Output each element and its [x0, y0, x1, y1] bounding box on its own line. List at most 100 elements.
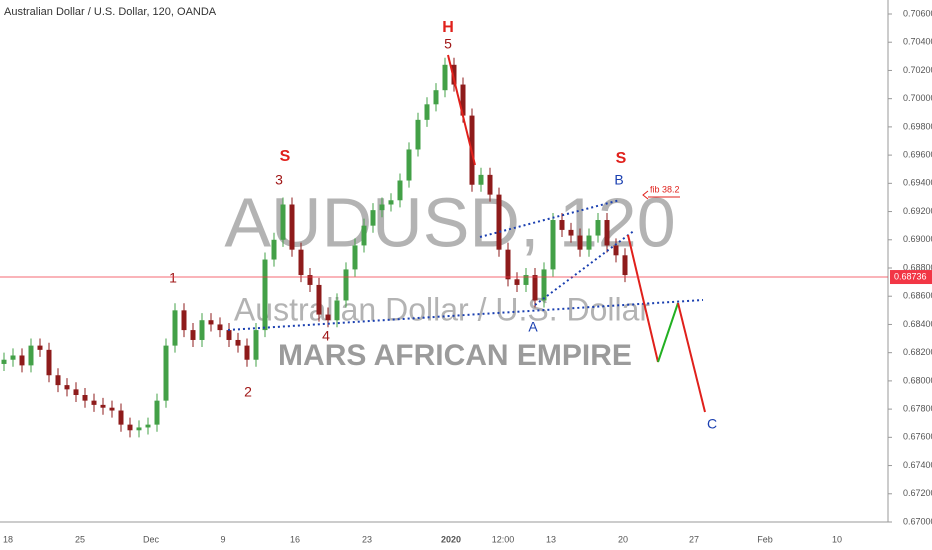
candle-body	[1, 359, 7, 364]
candle-body	[505, 249, 511, 280]
candle-body	[37, 345, 43, 350]
candle-body	[478, 174, 484, 185]
candle-body	[10, 355, 16, 360]
x-tick-label: Feb	[757, 534, 773, 544]
candle-body	[118, 410, 124, 425]
watermark-description: Australian Dollar / U.S. Dollar	[234, 291, 650, 327]
candle-body	[334, 300, 340, 321]
candle-body	[172, 310, 178, 346]
candle-body	[280, 204, 286, 240]
candle-body	[397, 180, 403, 201]
watermark-brand: MARS AFRICAN EMPIRE	[278, 339, 632, 372]
chart-title: Australian Dollar / U.S. Dollar, 120, OA…	[4, 6, 217, 18]
last-price-box	[890, 270, 932, 285]
x-tick-label: 16	[290, 534, 300, 544]
candle-body	[199, 320, 205, 340]
candle-body	[532, 275, 538, 301]
candle-body	[496, 194, 502, 250]
candle-body	[55, 375, 61, 386]
candle-body	[433, 90, 439, 105]
candle-body	[217, 324, 223, 331]
x-tick-label: 9	[220, 534, 225, 544]
candle-body	[91, 400, 97, 405]
candle-body	[379, 204, 385, 211]
candle-body	[163, 345, 169, 401]
candle-body	[370, 210, 376, 226]
x-tick-label: 13	[546, 534, 556, 544]
candle-body	[82, 395, 88, 401]
projection-line	[627, 234, 659, 363]
candle-body	[145, 424, 151, 428]
candle-body	[406, 149, 412, 181]
trendline	[534, 229, 636, 306]
wave-label: C	[707, 416, 717, 432]
candle-body	[253, 330, 259, 360]
candle-body	[487, 174, 493, 195]
candle-body	[271, 239, 277, 260]
candle-body	[550, 220, 556, 270]
candle-body	[19, 355, 25, 366]
wave-label: 5	[444, 36, 452, 52]
wave-label: 4	[322, 328, 330, 344]
candle-body	[109, 407, 115, 411]
candle-body	[595, 220, 601, 236]
last-price-label: 0.68736	[894, 271, 927, 281]
candle-body	[361, 225, 367, 246]
candle-body	[559, 220, 565, 230]
pattern-label: S	[616, 150, 627, 167]
candle-body	[523, 275, 529, 285]
wave-label: A	[528, 319, 538, 335]
candle-body	[604, 220, 610, 246]
candle-body	[460, 84, 466, 116]
candle-body	[190, 330, 196, 340]
drawings	[227, 54, 706, 413]
candle-body	[424, 104, 430, 120]
candle-body	[622, 255, 628, 276]
candle-body	[244, 345, 250, 360]
candle-body	[568, 229, 574, 236]
trendline	[479, 199, 621, 238]
candle-body	[613, 245, 619, 256]
candle-body	[298, 249, 304, 276]
candle-body	[208, 320, 214, 325]
x-tick-label: 10	[832, 534, 842, 544]
candle-body	[73, 389, 79, 395]
candle-body	[514, 279, 520, 285]
projection-line	[677, 302, 706, 413]
projection-line	[657, 302, 679, 363]
wave-line	[447, 54, 476, 166]
pattern-label: S	[280, 148, 291, 165]
fib-arrow	[642, 190, 649, 200]
annotations: 1 2 3 4 5 H S S A B C fib 38.2	[169, 19, 717, 431]
candle-body	[577, 235, 583, 250]
candle-body	[352, 245, 358, 270]
candle-body	[181, 310, 187, 331]
x-tick-label: 23	[362, 534, 372, 544]
x-tick-label: 20	[618, 534, 628, 544]
candle-body	[442, 64, 448, 91]
candle-body	[325, 314, 331, 321]
fib-label: fib 38.2	[650, 184, 680, 194]
plot	[1, 57, 628, 438]
x-tick-label: 18	[3, 534, 13, 544]
candle-body	[136, 427, 142, 431]
x-tick-label: 2020	[441, 534, 461, 544]
wave-label: 2	[244, 384, 252, 400]
